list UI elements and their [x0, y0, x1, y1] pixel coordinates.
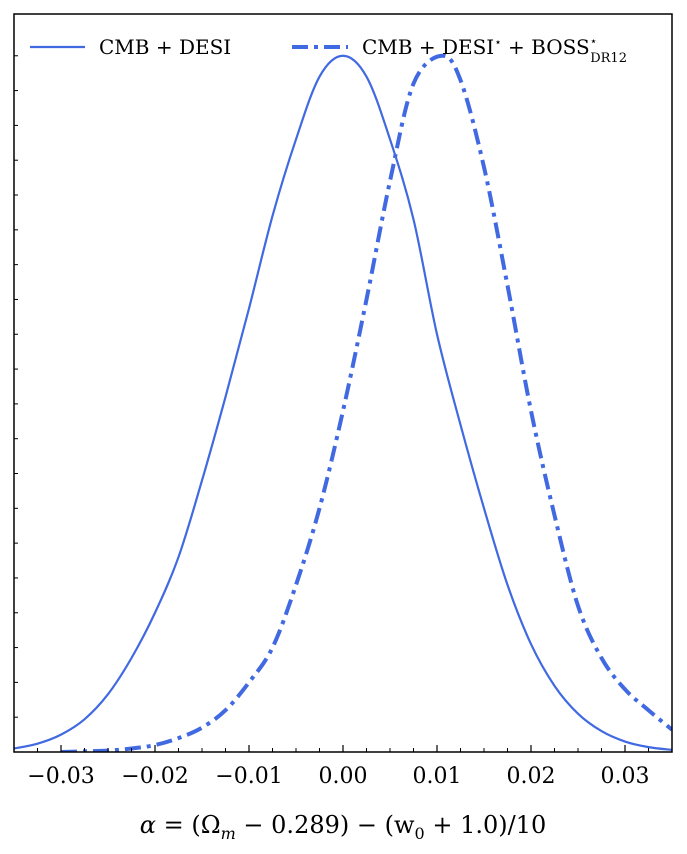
plot-area: −0.03 −0.02 −0.01 0.00 0.01 0.02 0.03: [13, 13, 673, 789]
x-axis-label-alpha: α: [140, 811, 156, 839]
series-line-cmb-desi: [14, 54, 672, 752]
x-axis-label: α = (Ωm − 0.289) − (w0 + 1.0)/10: [140, 811, 546, 843]
series-line-cmb-desi-boss: [60, 53, 672, 752]
legend-label-cmb-desi: CMB + DESI: [99, 35, 231, 59]
x-tick-label: 0.02: [507, 764, 556, 789]
legend-label-star: ⋆: [494, 35, 502, 49]
legend-label-main: CMB + DESI: [362, 35, 494, 59]
x-axis-label-sub-0: 0: [415, 824, 425, 843]
x-tick-label: 0.00: [319, 764, 368, 789]
x-axis-label-mid: − 0.289) − (w: [236, 811, 415, 839]
x-tick-label: 0.03: [601, 764, 650, 789]
legend: CMB + DESI CMB + DESI⋆ + BOSS⋆ DR12: [30, 34, 627, 66]
legend-label-cmb-desi-boss: CMB + DESI⋆ + BOSS⋆ DR12: [362, 34, 627, 66]
x-axis-label-sub-m: m: [221, 824, 236, 843]
legend-label-sub-dr12: DR12: [590, 51, 627, 66]
x-tick-label: 0.01: [413, 764, 462, 789]
x-tick-label: −0.02: [121, 764, 188, 789]
x-axis-label-eq: = (Ω: [156, 811, 221, 839]
x-tick-label: −0.01: [215, 764, 282, 789]
legend-label-boss: + BOSS: [502, 35, 590, 59]
legend-label-sup-star: ⋆: [590, 34, 598, 48]
plot-frame: [13, 13, 673, 753]
x-tick-label: −0.03: [27, 764, 94, 789]
x-axis-label-tail: + 1.0)/10: [425, 811, 547, 839]
